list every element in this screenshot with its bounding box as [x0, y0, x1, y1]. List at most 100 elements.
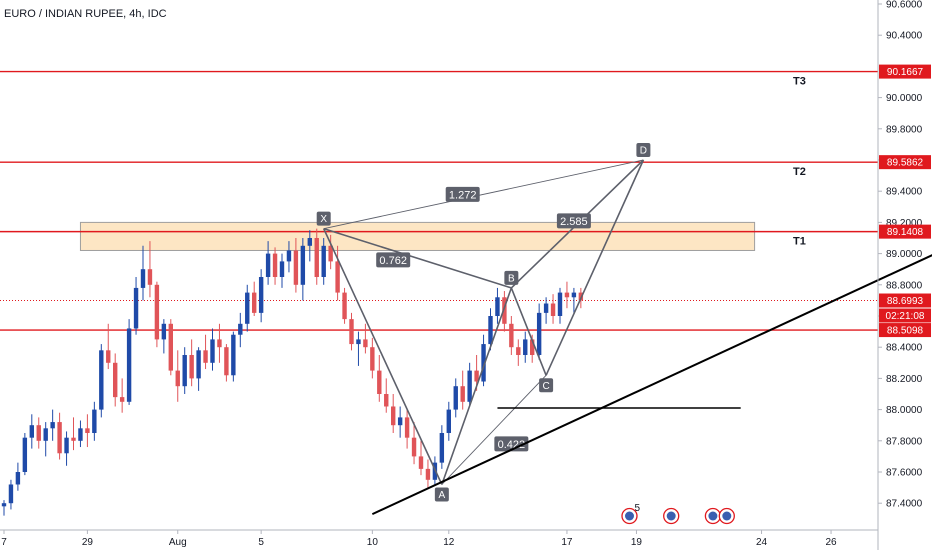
candle-body[interactable]: [252, 292, 257, 313]
candle-body[interactable]: [119, 397, 125, 402]
candle-body[interactable]: [217, 339, 222, 348]
candle-body[interactable]: [397, 417, 403, 426]
candle-body[interactable]: [321, 245, 326, 277]
candle-body[interactable]: [286, 250, 292, 262]
candle-body[interactable]: [363, 339, 368, 348]
target-label-t2: T2: [793, 166, 806, 178]
candle-body[interactable]: [182, 355, 187, 387]
y-tick-label: 89.0000: [886, 249, 923, 260]
candle-body[interactable]: [342, 292, 347, 320]
candle-body[interactable]: [258, 277, 264, 313]
candle-body[interactable]: [377, 370, 382, 394]
candle-body[interactable]: [293, 250, 299, 285]
candle-body[interactable]: [99, 350, 104, 410]
candle-body[interactable]: [1, 503, 7, 507]
candle-body[interactable]: [335, 261, 340, 293]
candle-body[interactable]: [175, 370, 180, 387]
candle-body[interactable]: [523, 339, 528, 355]
candle-body[interactable]: [439, 433, 445, 463]
trendline[interactable]: [371, 250, 932, 516]
candle-body[interactable]: [411, 437, 417, 457]
candle-body[interactable]: [231, 334, 236, 376]
candle-body[interactable]: [418, 456, 424, 469]
current-price-tag-text: 88.6993: [887, 296, 924, 307]
candle-body[interactable]: [356, 339, 361, 345]
candle-body[interactable]: [488, 316, 493, 345]
candle-body[interactable]: [453, 386, 458, 410]
candle-body[interactable]: [543, 303, 549, 313]
candle-body[interactable]: [8, 484, 14, 504]
x-tick-label: 12: [443, 537, 455, 548]
candle-body[interactable]: [126, 328, 132, 402]
candle-body[interactable]: [272, 253, 278, 277]
candle-body[interactable]: [85, 428, 90, 433]
candle-body[interactable]: [133, 287, 139, 329]
candle-body[interactable]: [467, 370, 472, 402]
candle-body[interactable]: [57, 422, 62, 454]
ratio-label-box: [556, 213, 591, 229]
countdown-text: 02:21:08: [886, 311, 925, 322]
candle-body[interactable]: [168, 323, 173, 371]
candle-body[interactable]: [516, 347, 521, 355]
candle-body[interactable]: [29, 425, 34, 438]
candle-body[interactable]: [22, 437, 28, 472]
candle-body[interactable]: [43, 428, 48, 441]
x-tick-label: 26: [825, 537, 837, 548]
candle-body[interactable]: [536, 312, 542, 355]
candle-body[interactable]: [106, 350, 111, 363]
candle-body[interactable]: [349, 319, 354, 345]
candle-body[interactable]: [113, 362, 118, 398]
candle-body[interactable]: [161, 323, 167, 340]
candle-body[interactable]: [196, 350, 201, 379]
candle-body[interactable]: [328, 245, 333, 262]
candle-body[interactable]: [36, 425, 41, 441]
candle-body[interactable]: [64, 437, 69, 454]
candle-body[interactable]: [460, 386, 465, 402]
candle-body[interactable]: [300, 245, 306, 285]
candle-body[interactable]: [314, 238, 319, 277]
candle-body[interactable]: [140, 269, 146, 288]
price-tag-text: 89.5862: [887, 158, 924, 169]
candle-body[interactable]: [203, 350, 208, 363]
ratio-label: 0.422: [498, 439, 526, 451]
candle-body[interactable]: [474, 370, 479, 382]
candle-body[interactable]: [279, 261, 285, 277]
candle-body[interactable]: [78, 428, 83, 441]
candle-body[interactable]: [446, 409, 451, 433]
candle-body[interactable]: [509, 323, 514, 348]
candle-body[interactable]: [495, 297, 500, 316]
candle-body[interactable]: [92, 409, 97, 433]
candle-body[interactable]: [502, 297, 507, 324]
candle-body[interactable]: [530, 339, 535, 355]
candle-body[interactable]: [147, 269, 153, 285]
candle-body[interactable]: [564, 292, 570, 298]
target-label-t1: T1: [793, 236, 806, 248]
candle-body[interactable]: [481, 344, 486, 382]
candle-body[interactable]: [384, 394, 389, 407]
candle-body[interactable]: [210, 339, 215, 363]
candle-body[interactable]: [307, 238, 312, 246]
candle-body[interactable]: [245, 292, 250, 324]
candle-body[interactable]: [404, 417, 410, 438]
candle-body[interactable]: [154, 284, 160, 340]
ratio-label: 2.585: [560, 216, 588, 228]
candle-body[interactable]: [238, 323, 243, 335]
candle-body[interactable]: [391, 406, 396, 426]
candle-body[interactable]: [265, 253, 271, 277]
candle-body[interactable]: [15, 472, 21, 485]
pattern-point-label: X: [320, 214, 327, 225]
y-tick-label: 90.0000: [886, 93, 923, 104]
candle-body[interactable]: [50, 422, 55, 429]
candle-body[interactable]: [550, 303, 556, 316]
candle-body[interactable]: [571, 292, 577, 298]
candle-body[interactable]: [370, 347, 375, 371]
candle-body[interactable]: [189, 355, 194, 379]
candle-body[interactable]: [224, 347, 229, 376]
candle-body[interactable]: [425, 468, 431, 480]
y-tick-label: 89.8000: [886, 124, 923, 135]
candle-body[interactable]: [71, 437, 76, 441]
candle-body[interactable]: [557, 292, 563, 316]
